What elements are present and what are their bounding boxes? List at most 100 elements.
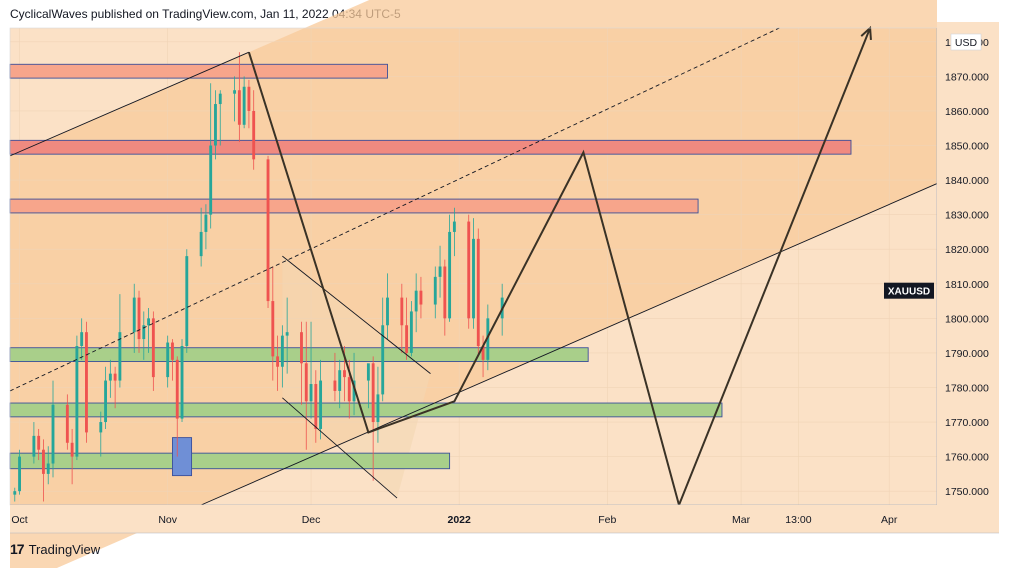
- candle-body: [75, 346, 79, 457]
- candle-body: [185, 256, 189, 346]
- candle-body: [46, 463, 50, 474]
- candle-body: [252, 110, 256, 160]
- time-tick-label: 2022: [447, 514, 471, 526]
- candle-body: [266, 159, 270, 302]
- zone-resistance: [9, 198, 699, 214]
- price-tick-label: 1760.000: [945, 452, 989, 464]
- time-tick-label: Dec: [302, 514, 321, 526]
- currency-label: USD: [955, 37, 978, 49]
- price-tick-label: 1750.000: [945, 486, 989, 498]
- price-tick-label: 1820.000: [945, 244, 989, 256]
- candle-body: [37, 435, 41, 450]
- candle-body: [218, 93, 222, 105]
- candle-body: [70, 442, 74, 457]
- candle-body: [80, 332, 84, 346]
- wedge-lower-line: [282, 397, 398, 499]
- candle-body: [137, 297, 141, 340]
- time-tick-label: Nov: [158, 514, 177, 526]
- candle-body: [486, 318, 490, 360]
- candle-body: [237, 90, 241, 125]
- channel-lower-line: [200, 183, 938, 506]
- price-tick-label: 1850.000: [945, 141, 989, 153]
- time-tick-label: Feb: [598, 514, 616, 526]
- drawings-layer: [9, 25, 938, 509]
- projected-path: [247, 27, 872, 509]
- candle-body: [13, 491, 17, 495]
- price-tick-label: 1770.000: [945, 417, 989, 429]
- candle-body: [419, 290, 423, 305]
- time-axis-background: [10, 505, 999, 533]
- tradingview-logo-icon: 17: [10, 541, 25, 557]
- candle-body: [476, 238, 480, 346]
- price-tick-label: 1870.000: [945, 71, 989, 83]
- price-tick-label: 1800.000: [945, 313, 989, 325]
- candle-body: [467, 221, 471, 319]
- candle-body: [175, 359, 179, 419]
- candle-body: [438, 266, 442, 277]
- candle-body: [104, 380, 108, 423]
- candle-body: [132, 297, 136, 333]
- candle-body: [414, 290, 418, 312]
- candle-body: [32, 435, 36, 457]
- candle-body: [233, 90, 237, 94]
- candle-body: [85, 332, 88, 433]
- candle-body: [376, 394, 380, 423]
- candle-body: [209, 145, 213, 215]
- candle-body: [42, 449, 45, 474]
- candle-body: [276, 356, 280, 367]
- candle-body: [214, 104, 217, 146]
- candle-body: [271, 301, 275, 357]
- candle-body: [151, 318, 155, 378]
- candle-body: [347, 377, 351, 402]
- candle-body: [333, 380, 337, 391]
- wedge-fill: [282, 256, 431, 499]
- symbol-tag-background: [884, 282, 934, 299]
- price-tick-label: 1810.000: [945, 279, 989, 291]
- candle-body: [448, 231, 452, 319]
- price-tick-label: 1860.000: [945, 106, 989, 118]
- candle-body: [481, 346, 485, 360]
- brand-text: TradingView: [28, 541, 101, 557]
- candle-body: [166, 342, 170, 378]
- candle-body: [18, 456, 21, 492]
- candle-body: [314, 384, 318, 429]
- candle-body: [309, 384, 313, 402]
- candle-body: [343, 370, 346, 378]
- publisher-header: CyclicalWaves published on TradingView.c…: [10, 7, 401, 21]
- candle-body: [285, 332, 289, 336]
- candle-body: [352, 380, 356, 402]
- price-axis-background: [937, 22, 999, 505]
- time-tick-label: Apr: [881, 514, 898, 526]
- candle-body: [300, 332, 303, 364]
- candle-body: [147, 318, 151, 326]
- candle-body: [443, 266, 447, 319]
- currency-badge: [950, 33, 982, 51]
- candle-body: [142, 325, 146, 340]
- footer: 17 TradingView: [10, 541, 100, 557]
- candle-body: [65, 404, 69, 443]
- candle-body: [433, 276, 437, 305]
- candle-body: [242, 86, 246, 125]
- zone-resistance: [9, 139, 852, 155]
- time-tick-label: 13:00: [785, 514, 811, 526]
- zone-box: [172, 437, 193, 477]
- price-tick-label: 1830.000: [945, 210, 989, 222]
- candle-body: [381, 325, 385, 395]
- zone-support: [9, 402, 723, 418]
- zone-support: [9, 347, 589, 363]
- candle-body: [180, 346, 184, 419]
- candle-body: [405, 325, 409, 353]
- axes-layer: 1750.000 1760.000 1770.000 1780.000 1790.000…: [9, 22, 999, 534]
- candle-body: [409, 311, 413, 353]
- candle-body: [400, 297, 404, 326]
- candle-body: [199, 231, 203, 257]
- candle-body: [280, 335, 284, 367]
- wedge-upper-line: [282, 255, 431, 375]
- candle-body: [366, 363, 370, 381]
- time-tick-label: Oct: [11, 514, 27, 526]
- zone-resistance: [9, 63, 388, 79]
- candle-body: [171, 342, 174, 360]
- price-tick-label: 1780.000: [945, 382, 989, 394]
- candle-body: [99, 422, 103, 433]
